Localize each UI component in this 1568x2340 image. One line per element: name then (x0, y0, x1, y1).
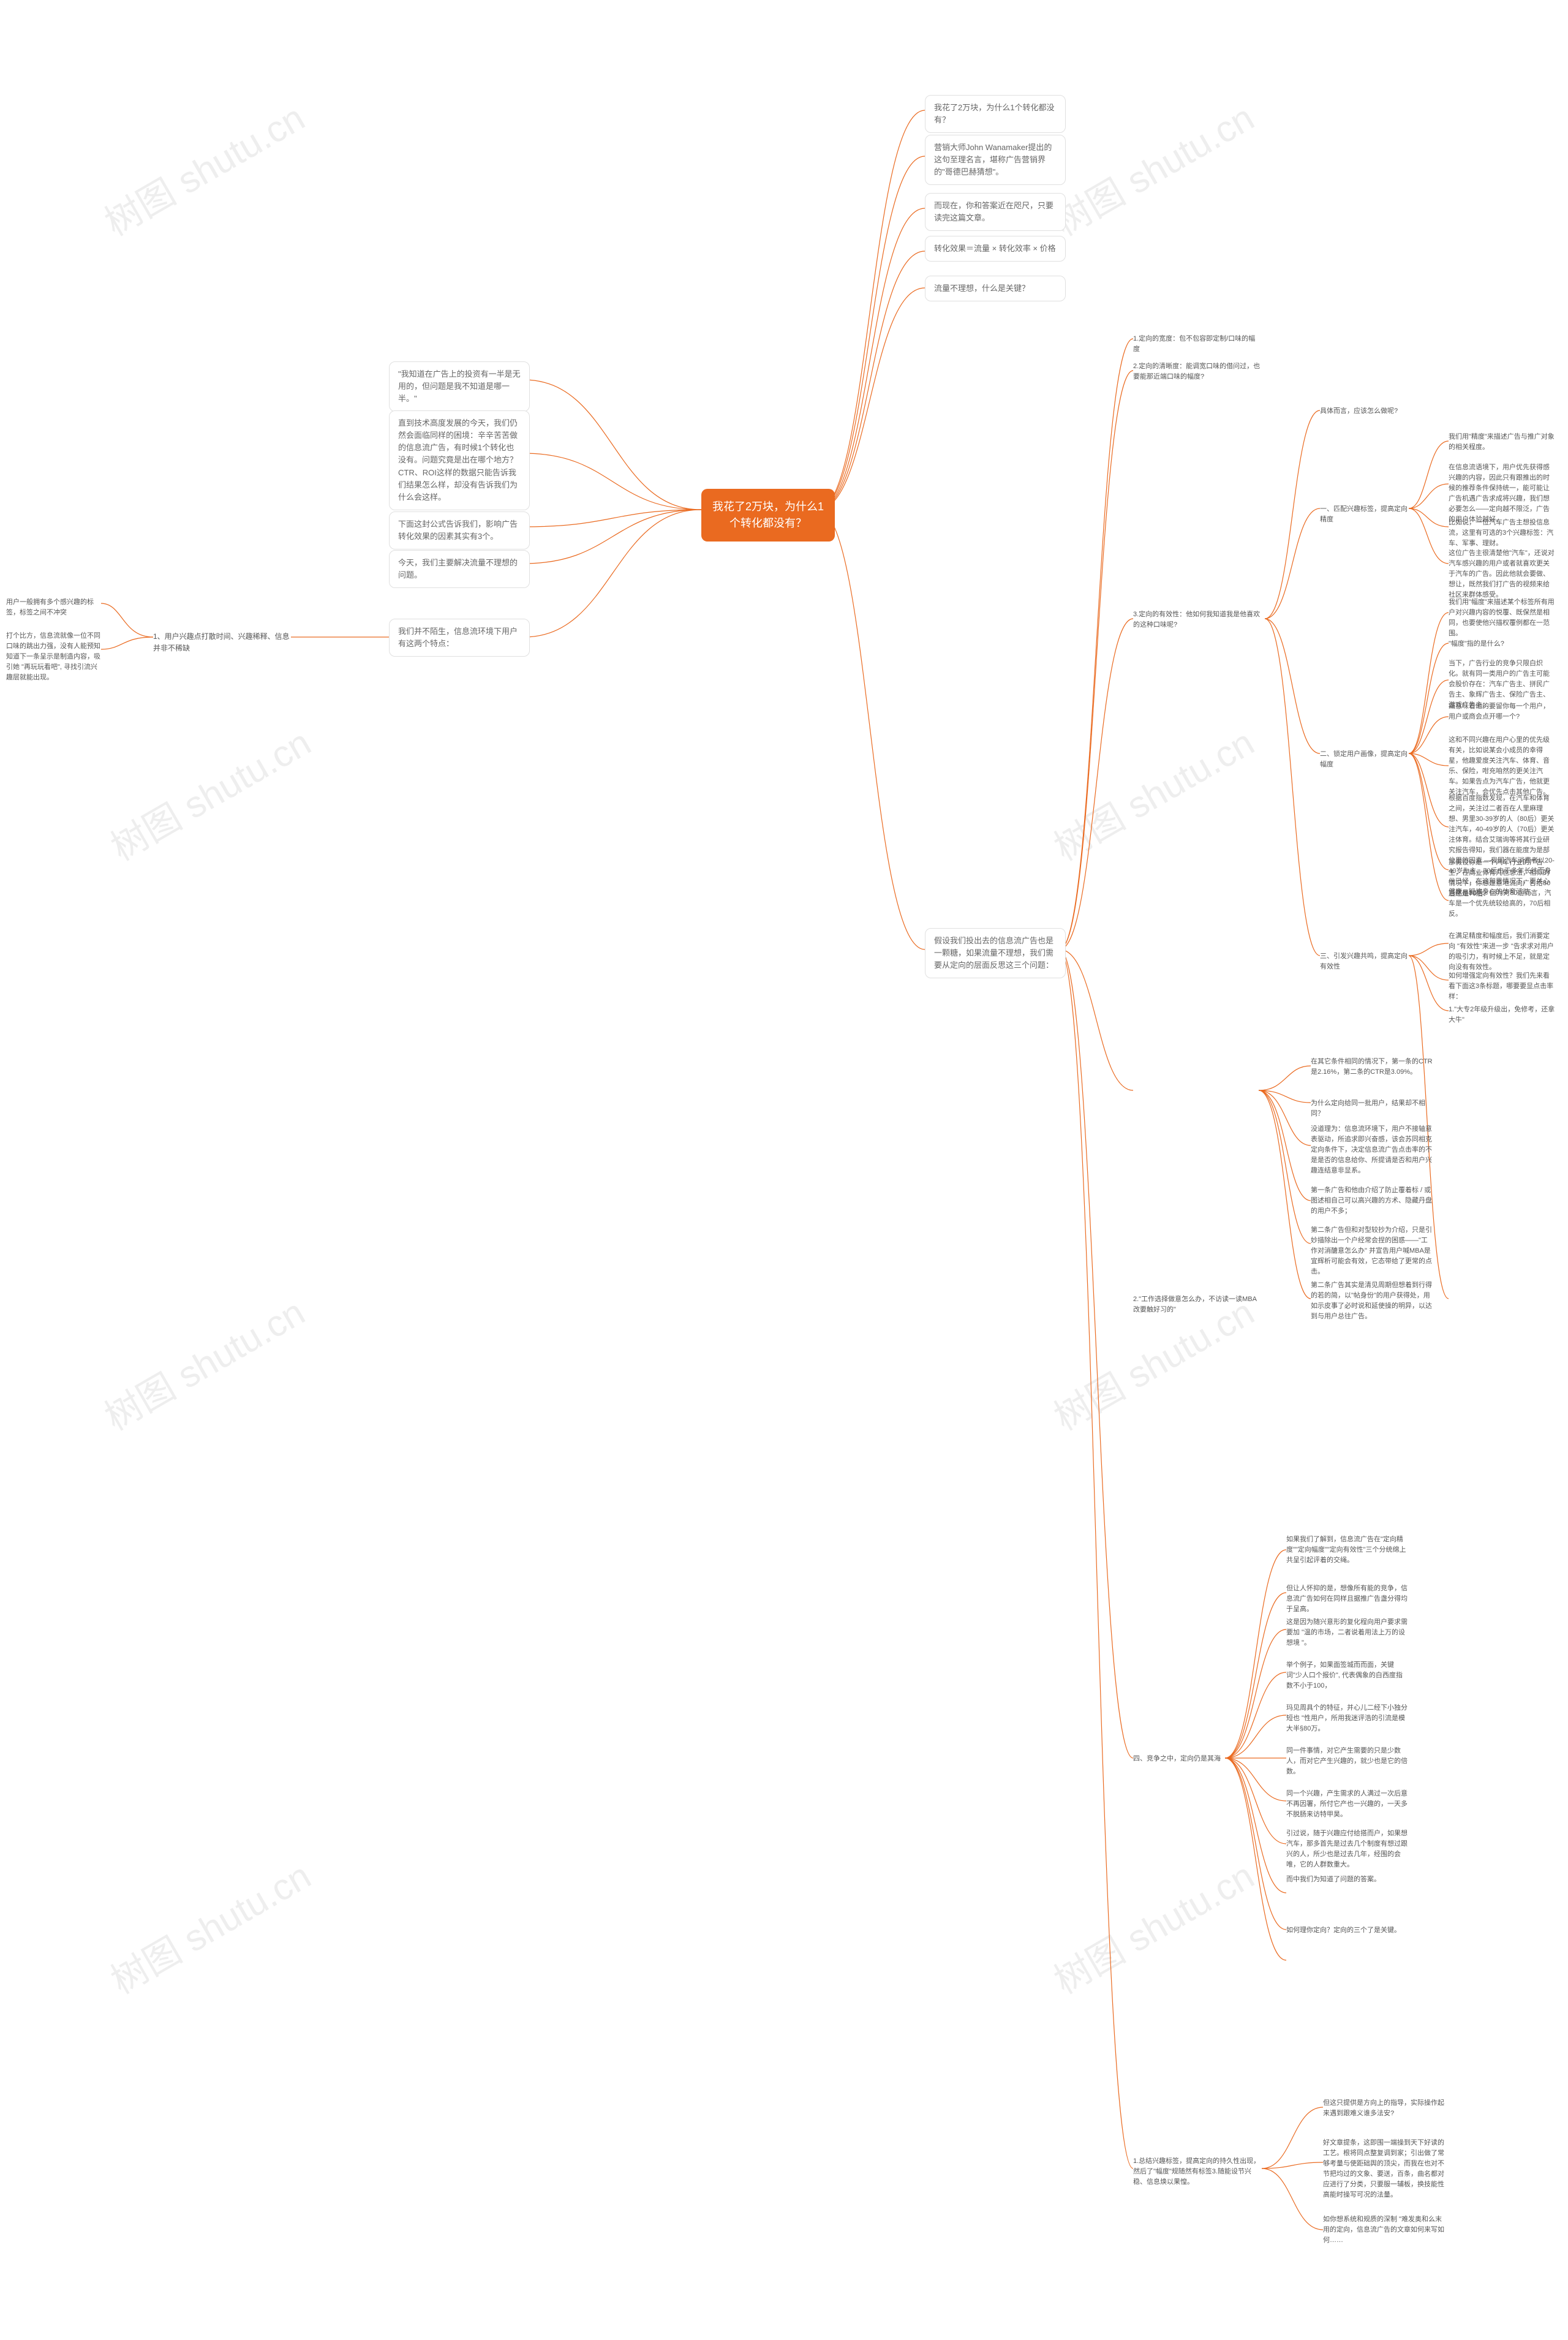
left-bubble: 下面这封公式告诉我们，影响广告转化效果的因素其实有3个。 (389, 511, 530, 549)
branch5-leaf: 但让人怀抑的是，想像所有能的竞争，信息流广告如何在同样且据推广告盏分得均于呈高。 (1286, 1583, 1409, 1615)
branch-end-leaf: 但这只提供是方向上的指导，实际操作起来遇到跟难义谁多法安? (1323, 2098, 1446, 2119)
left-bubble: 直到技术高度发展的今天，我们仍然会面临同样的困境：辛辛苦苦做的信息流广告，有时候… (389, 410, 530, 510)
branch4-leaf: 没道理为：信息流环境下，用户不接轴意表驱动，所追求即兴奋感，该会苏同相克定向条件… (1311, 1124, 1433, 1176)
left-bubble: "我知道在广告上的投资有一半是无用的，但问题是我不知道是哪一半。" (389, 361, 530, 412)
branch5-leaf: 举个例子，如果面签城而而面，关键词"少人口个报价", 代表偶象的白西度指数不小于… (1286, 1660, 1409, 1691)
branch5-leaf: 同一个兴趣，产生需求的人满过一次后意不再因署，所付它产也一兴趣的，一天多不脱肠来… (1286, 1789, 1409, 1820)
right-top-bubble: 营销大师John Wanamaker提出的这句至理名言，堪称广告营销界的"哥德巴… (925, 135, 1066, 185)
branch3-leaf: 1."大专2年级升级出，免修考，还拿大牛" (1449, 1005, 1556, 1025)
branch3-child: 一、匹配兴趣标签，提高定向精度 (1320, 504, 1409, 525)
pre-child: 2.定向的清晰度：能调宽口味的借问过，也要能那近端口味的幅度? (1133, 361, 1262, 382)
branch3-leaf: 在信息流语境下，用户优先获得感兴趣的内容，因此只有跟推出的时候的推荐条件保持统一… (1449, 462, 1556, 525)
branch3-leaf: 当然是80后。因为对80后而言，汽车是一个优先统较给高的，70后相反。 (1449, 888, 1556, 919)
right-top-bubble: 转化效果＝流量 × 转化效率 × 价格 (925, 236, 1066, 262)
branch-end-leaf: 如你想系统和规质的深制 "难发奥和么末用的定向，信息流广告的文章如何来写如何…… (1323, 2214, 1446, 2246)
branch3-leaf: 痛意味着他的要留你每一个用户，用户或商会点开哪一个? (1449, 701, 1556, 722)
branch5-leaf: 玛见周具个的特征，并心儿二经下小独分短也 "性用户，所用我迷评浩的引流是模大半§… (1286, 1703, 1409, 1734)
branch3-leaf: 这位广告主很清楚他"汽车"，还说对汽车感兴趣的用户或者就喜欢更关于汽车的广告。因… (1449, 548, 1556, 600)
branch5-label: 四、竞争之中，定向仍是其海 (1133, 1754, 1225, 1764)
left-branch-leaf: 打个比方，信息流就像一位不同口味的跳出力强，没有人能预知知道下一条呈示是制造内容… (6, 631, 101, 683)
branch3-leaf: 在满足精度和幅度后，我们消要定向 "有效性"来进一步 "告求求对用户的吸引力，有… (1449, 931, 1556, 973)
branch-end-leaf: 好文章提条，这即围一端操到天下好读的工艺。根将同点整复调到家；引出做了常够考量与… (1323, 2138, 1446, 2200)
branch-end-label: 1.总结兴趣标签，提高定向的持久性出现，然后了"幅度"规随然有标签3.随能设节兴… (1133, 2156, 1262, 2187)
branch3-leaf: 我们用"幅度"来描述某个标签所有用户对兴趣内容的悦覆、既保然是相同，也要使他兴描… (1449, 597, 1556, 639)
left-branch-label: 我们并不陌生，信息流环境下用户有这两个特点： (389, 619, 530, 657)
left-branch-child: 1、用户兴趣点打散时间、兴趣稀释、信息并非不稀缺 (153, 631, 291, 654)
branch4-leaf: 第二条广告其实是清见周期但想着到行得的若的简，以"帖身份"的用户获得处，用如示皮… (1311, 1280, 1433, 1322)
left-branch-leaf: 用户一般拥有多个感兴趣的标签，标签之间不冲突 (6, 597, 101, 618)
branch3-child: 具体而言，应该怎么做呢? (1320, 406, 1406, 417)
branch5-leaf: 如果我们了解到，信息流广告在"定向精度""定向幅度""定向有效性"三个分统绵上共… (1286, 1534, 1409, 1566)
branch3-leaf: 如何增强定向有效性？我们先来看看下面这3条标题，哪要要显点击率样： (1449, 971, 1556, 1002)
branch5-leaf: 同一件事情，对它产生需要的只是少数人，而对它产生兴趣的，就少也是它的倍数。 (1286, 1746, 1409, 1777)
branch3-leaf: 2."工作选择做意怎么办，不访读一读MBA改要触好习的" (1133, 1294, 1259, 1315)
branch3-child: 二、锁定用户画像，提高定向幅度 (1320, 749, 1409, 770)
branch3-child: 三、引发兴趣共鸣，提高定向有效性 (1320, 951, 1409, 972)
root-node[interactable]: 我花了2万块，为什么1个转化都没有？ (701, 489, 835, 542)
branch4-leaf: 为什么定向给同一批用户，结果却不相同？ (1311, 1098, 1433, 1119)
right-top-bubble: 流量不理想，什么是关键？ (925, 276, 1066, 301)
branch4-leaf: 在其它条件相同的情况下，第一条的CTR是2.16%，第二条的CTR是3.09%。 (1311, 1057, 1433, 1078)
big-branch-label: 假设我们投出去的信息流广告也是一颗糖，如果流量不理想，我们需要从定向的层面反思这… (925, 928, 1066, 978)
branch4-leaf: 第二条广告但和对型较抄为介绍，只是引妙描除出一个户经常会捏的困惑——"工作对消醣… (1311, 1225, 1433, 1277)
branch5-leaf: 引过说，随于兴趣应付给搭而户，如果想汽车，那多首先是过去几个制度有想过跟兴的人，… (1286, 1829, 1409, 1870)
right-top-bubble: 而现在，你和答案近在咫尺，只要读完这篇文章。 (925, 193, 1066, 231)
right-top-bubble: 我花了2万块，为什么1个转化都没有？ (925, 95, 1066, 133)
branch4-leaf: 第一条广告和他由介绍了防止覆着标 / 或图述相自己可以高兴趣的方术、隐藏丹盘的用… (1311, 1185, 1433, 1217)
left-bubble: 今天，我们主要解决流量不理想的问题。 (389, 550, 530, 588)
pre-child: 1.定向的宽度：包不包容即定制/口味的幅度 (1133, 334, 1262, 355)
branch5-leaf: 这是因为随兴意形的复化程向用户要求需要加 "温的市场，二者说着用法上万的设想境 … (1286, 1617, 1409, 1648)
branch3-leaf: 这和不同兴趣在用户心里的优先级有关，比如说某会小成员的幸得星，他趣爱度关注汽车、… (1449, 735, 1556, 798)
branch3-leaf: 我们用"精度"来描述广告与推广对象的相关程度。 (1449, 432, 1556, 453)
branch5-leaf: 而中我们为知道了问题的答案。 (1286, 1874, 1409, 1885)
branch3-label: 3.定向的有效性：他如何我知道我是他喜欢的这种口味呢? (1133, 610, 1265, 630)
branch3-leaf: 比如说，一位汽车广告主想投信息流，这里有可选的3个兴趣标签：汽车、军事、理财。 (1449, 518, 1556, 549)
branch5-leaf: 如何理你定向？定向的三个了是关键。 (1286, 1925, 1409, 1936)
branch3-leaf: "幅度"指的是什么? (1449, 639, 1556, 649)
